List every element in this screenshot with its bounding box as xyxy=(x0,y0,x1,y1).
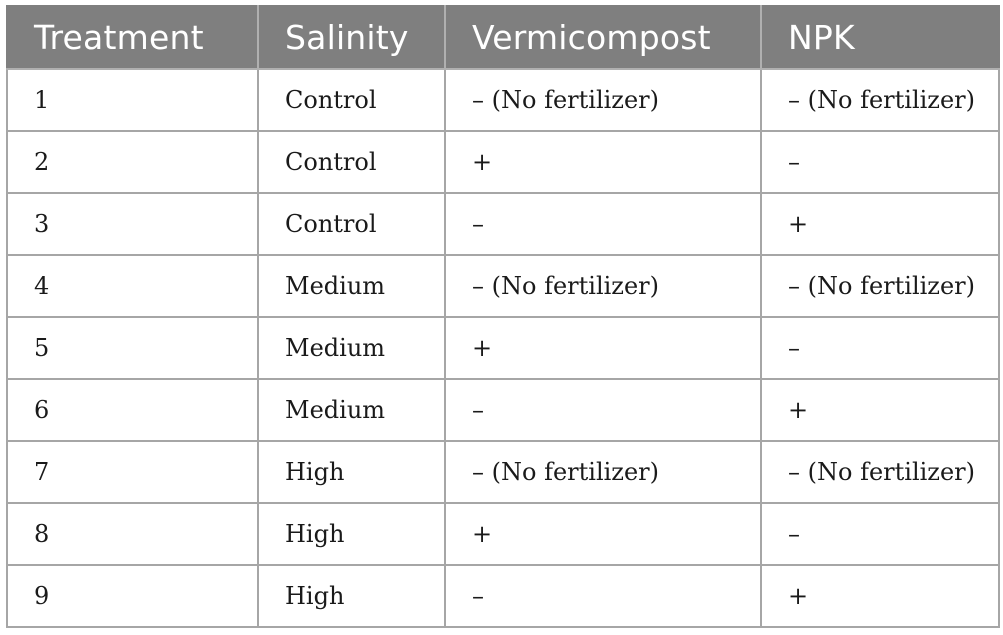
cell-vermicompost: – xyxy=(444,192,762,256)
cell-treatment: 5 xyxy=(6,316,259,380)
cell-treatment: 9 xyxy=(6,564,259,628)
header-vermicompost: Vermicompost xyxy=(444,5,762,70)
table-row: 6 Medium – + xyxy=(6,378,1000,442)
cell-salinity: High xyxy=(257,502,446,566)
cell-npk: + xyxy=(760,564,1000,628)
cell-salinity: Control xyxy=(257,192,446,256)
table-row: 8 High + – xyxy=(6,502,1000,566)
cell-vermicompost: – (No fertilizer) xyxy=(444,68,762,132)
cell-vermicompost: – xyxy=(444,564,762,628)
cell-salinity: Medium xyxy=(257,316,446,380)
header-npk: NPK xyxy=(760,5,1000,70)
cell-vermicompost: – (No fertilizer) xyxy=(444,440,762,504)
cell-npk: – xyxy=(760,130,1000,194)
cell-npk: – xyxy=(760,316,1000,380)
cell-npk: – xyxy=(760,502,1000,566)
cell-salinity: Control xyxy=(257,68,446,132)
table-header-row: Treatment Salinity Vermicompost NPK xyxy=(6,5,1000,70)
cell-vermicompost: + xyxy=(444,316,762,380)
cell-vermicompost: + xyxy=(444,130,762,194)
cell-treatment: 4 xyxy=(6,254,259,318)
cell-vermicompost: + xyxy=(444,502,762,566)
cell-npk: + xyxy=(760,192,1000,256)
table-row: 7 High – (No fertilizer) – (No fertilize… xyxy=(6,440,1000,504)
cell-npk: – (No fertilizer) xyxy=(760,68,1000,132)
cell-treatment: 6 xyxy=(6,378,259,442)
table-row: 3 Control – + xyxy=(6,192,1000,256)
cell-npk: – (No fertilizer) xyxy=(760,254,1000,318)
table-row: 5 Medium + – xyxy=(6,316,1000,380)
cell-salinity: High xyxy=(257,564,446,628)
cell-npk: – (No fertilizer) xyxy=(760,440,1000,504)
cell-treatment: 8 xyxy=(6,502,259,566)
header-salinity: Salinity xyxy=(257,5,446,70)
cell-treatment: 1 xyxy=(6,68,259,132)
cell-salinity: Medium xyxy=(257,378,446,442)
cell-salinity: Medium xyxy=(257,254,446,318)
cell-salinity: Control xyxy=(257,130,446,194)
treatment-table: Treatment Salinity Vermicompost NPK 1 Co… xyxy=(6,5,1000,628)
cell-treatment: 2 xyxy=(6,130,259,194)
table-row: 2 Control + – xyxy=(6,130,1000,194)
cell-vermicompost: – xyxy=(444,378,762,442)
cell-treatment: 7 xyxy=(6,440,259,504)
table-row: 4 Medium – (No fertilizer) – (No fertili… xyxy=(6,254,1000,318)
table-row: 1 Control – (No fertilizer) – (No fertil… xyxy=(6,68,1000,132)
cell-treatment: 3 xyxy=(6,192,259,256)
treatment-table-container: Treatment Salinity Vermicompost NPK 1 Co… xyxy=(6,5,1000,628)
header-treatment: Treatment xyxy=(6,5,259,70)
cell-vermicompost: – (No fertilizer) xyxy=(444,254,762,318)
cell-salinity: High xyxy=(257,440,446,504)
cell-npk: + xyxy=(760,378,1000,442)
table-row: 9 High – + xyxy=(6,564,1000,628)
